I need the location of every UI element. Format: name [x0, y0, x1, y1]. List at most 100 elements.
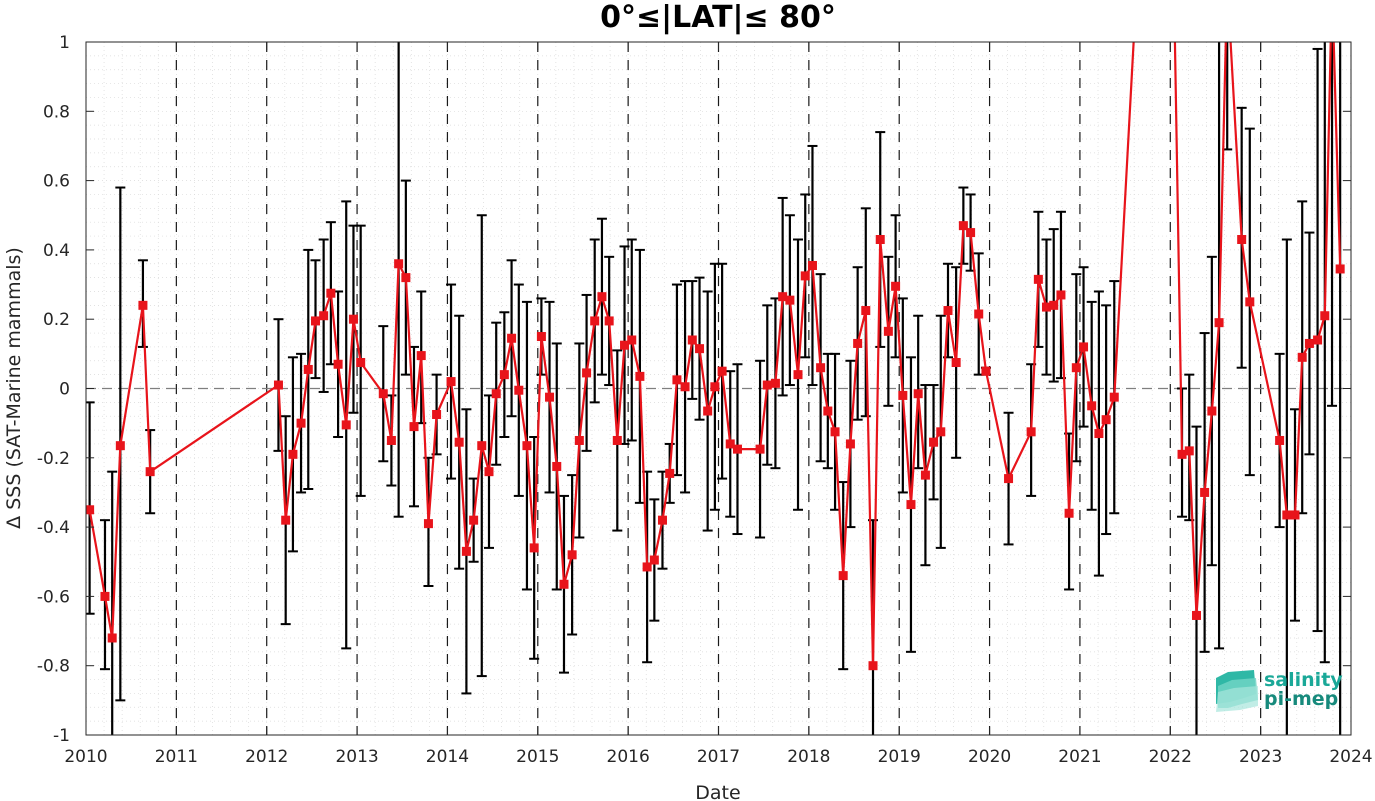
data-point	[807, 260, 817, 270]
data-point	[891, 281, 901, 291]
data-point	[929, 437, 939, 447]
data-point	[1004, 474, 1014, 484]
data-point	[1056, 290, 1066, 300]
data-point	[529, 543, 539, 553]
data-point	[1237, 235, 1247, 245]
y-tick-label: 0	[59, 380, 70, 400]
data-point	[816, 363, 826, 373]
data-point	[281, 515, 291, 525]
data-point	[680, 382, 690, 392]
salinity-pi-mep-logo: salinity pi-mep	[1216, 669, 1343, 712]
data-point	[906, 500, 916, 510]
data-point	[514, 385, 524, 395]
data-point	[273, 380, 283, 390]
data-point	[454, 437, 464, 447]
data-point	[920, 470, 930, 480]
data-point	[597, 292, 607, 302]
y-tick-label: -0.8	[37, 657, 70, 677]
data-point	[725, 439, 735, 449]
data-point	[461, 546, 471, 556]
data-point	[522, 441, 532, 451]
x-tick-label: 2015	[516, 747, 559, 767]
x-tick-label: 2019	[878, 747, 921, 767]
data-point	[627, 335, 637, 345]
data-point	[861, 306, 871, 316]
data-point	[356, 358, 366, 368]
data-point	[1026, 427, 1036, 437]
data-point	[416, 351, 426, 361]
data-point	[348, 314, 358, 324]
data-point	[703, 406, 713, 416]
data-point	[981, 366, 991, 376]
data-point	[326, 288, 336, 298]
data-point	[604, 316, 614, 326]
data-point	[100, 591, 110, 601]
data-point	[409, 422, 419, 432]
data-point	[1109, 392, 1119, 402]
data-point	[612, 435, 622, 445]
chart-title: 0°≤|LAT|≤ 80°	[600, 0, 836, 35]
data-point	[845, 439, 855, 449]
x-tick-label: 2023	[1239, 747, 1282, 767]
data-point	[1087, 401, 1097, 411]
x-tick-label: 2014	[426, 747, 469, 767]
x-tick-label: 2024	[1329, 747, 1372, 767]
data-point	[484, 467, 494, 477]
data-point	[107, 633, 117, 643]
data-point	[778, 292, 788, 302]
data-point	[1049, 300, 1059, 310]
data-point	[138, 300, 148, 310]
data-point	[913, 389, 923, 399]
axis-ticks	[85, 41, 1352, 736]
data-point	[1207, 406, 1217, 416]
data-point	[536, 332, 546, 342]
data-point	[936, 427, 946, 437]
data-point	[974, 309, 984, 319]
x-tick-labels: 2010 2011 2012 2013 2014 2015 2016 2017 2018 2019…	[64, 747, 1372, 767]
x-tick-label: 2022	[1149, 747, 1192, 767]
data-point	[590, 316, 600, 326]
data-point	[620, 340, 630, 350]
data-point	[1245, 297, 1255, 307]
data-point	[1041, 302, 1051, 312]
data-point	[296, 418, 306, 428]
y-tick-labels: -1 -0.8 -0.6 -0.4 -0.2 0 0.2 0.4 0.6 0.8 1	[37, 33, 70, 746]
data-point	[567, 550, 577, 560]
data-point	[710, 382, 720, 392]
y-tick-label: -1	[53, 726, 70, 746]
y-tick-label: -0.2	[37, 449, 70, 469]
data-point	[1094, 429, 1104, 439]
x-tick-label: 2017	[697, 747, 740, 767]
x-tick-label: 2016	[607, 747, 650, 767]
data-point	[1177, 449, 1187, 459]
data-point	[875, 235, 885, 245]
data-point	[145, 467, 155, 477]
data-point	[657, 515, 667, 525]
data-point	[401, 273, 411, 283]
wave-logo-icon	[1216, 670, 1258, 712]
data-point	[115, 441, 125, 451]
x-tick-label: 2010	[64, 747, 107, 767]
data-point	[288, 449, 298, 459]
data-point	[717, 366, 727, 376]
data-point	[762, 380, 772, 390]
x-tick-label: 2018	[787, 747, 830, 767]
data-markers	[86, 221, 1345, 671]
data-point	[1282, 510, 1292, 520]
data-point	[311, 316, 321, 326]
y-tick-label: 0.8	[43, 102, 70, 122]
data-point	[582, 368, 592, 378]
error-bars	[86, 42, 1342, 735]
data-point	[1290, 510, 1300, 520]
data-point	[1214, 318, 1224, 328]
data-point	[333, 359, 343, 369]
data-point	[499, 370, 509, 380]
data-point	[838, 571, 848, 581]
y-tick-label: -0.6	[37, 587, 70, 607]
data-point	[1335, 264, 1345, 274]
data-point	[469, 515, 479, 525]
data-point	[378, 389, 388, 399]
data-point	[1304, 338, 1314, 348]
data-point	[341, 420, 351, 430]
